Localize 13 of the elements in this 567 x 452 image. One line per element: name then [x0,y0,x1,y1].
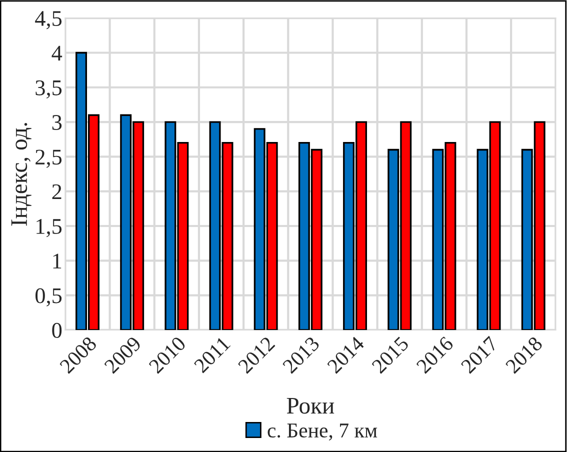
y-tick-label: 2 [52,184,62,200]
y-tick-label: 4,5 [35,11,62,30]
y-tick-label: 1 [53,254,62,268]
y-tick-label: 3 [52,115,62,130]
y-tick-label: 0,5 [35,288,62,306]
x-axis-title: Роки [286,398,334,414]
y-axis-title: Індекс, од. [11,122,32,226]
legend-label: с. Бене, 7 км [268,424,378,441]
y-tick-label: 1,5 [36,219,62,238]
y-tick-label: 0 [52,322,62,338]
y-tick-label: 2,5 [36,150,62,168]
y-tick-label: 3,5 [36,80,62,99]
y-tick-label: 4 [52,46,62,60]
